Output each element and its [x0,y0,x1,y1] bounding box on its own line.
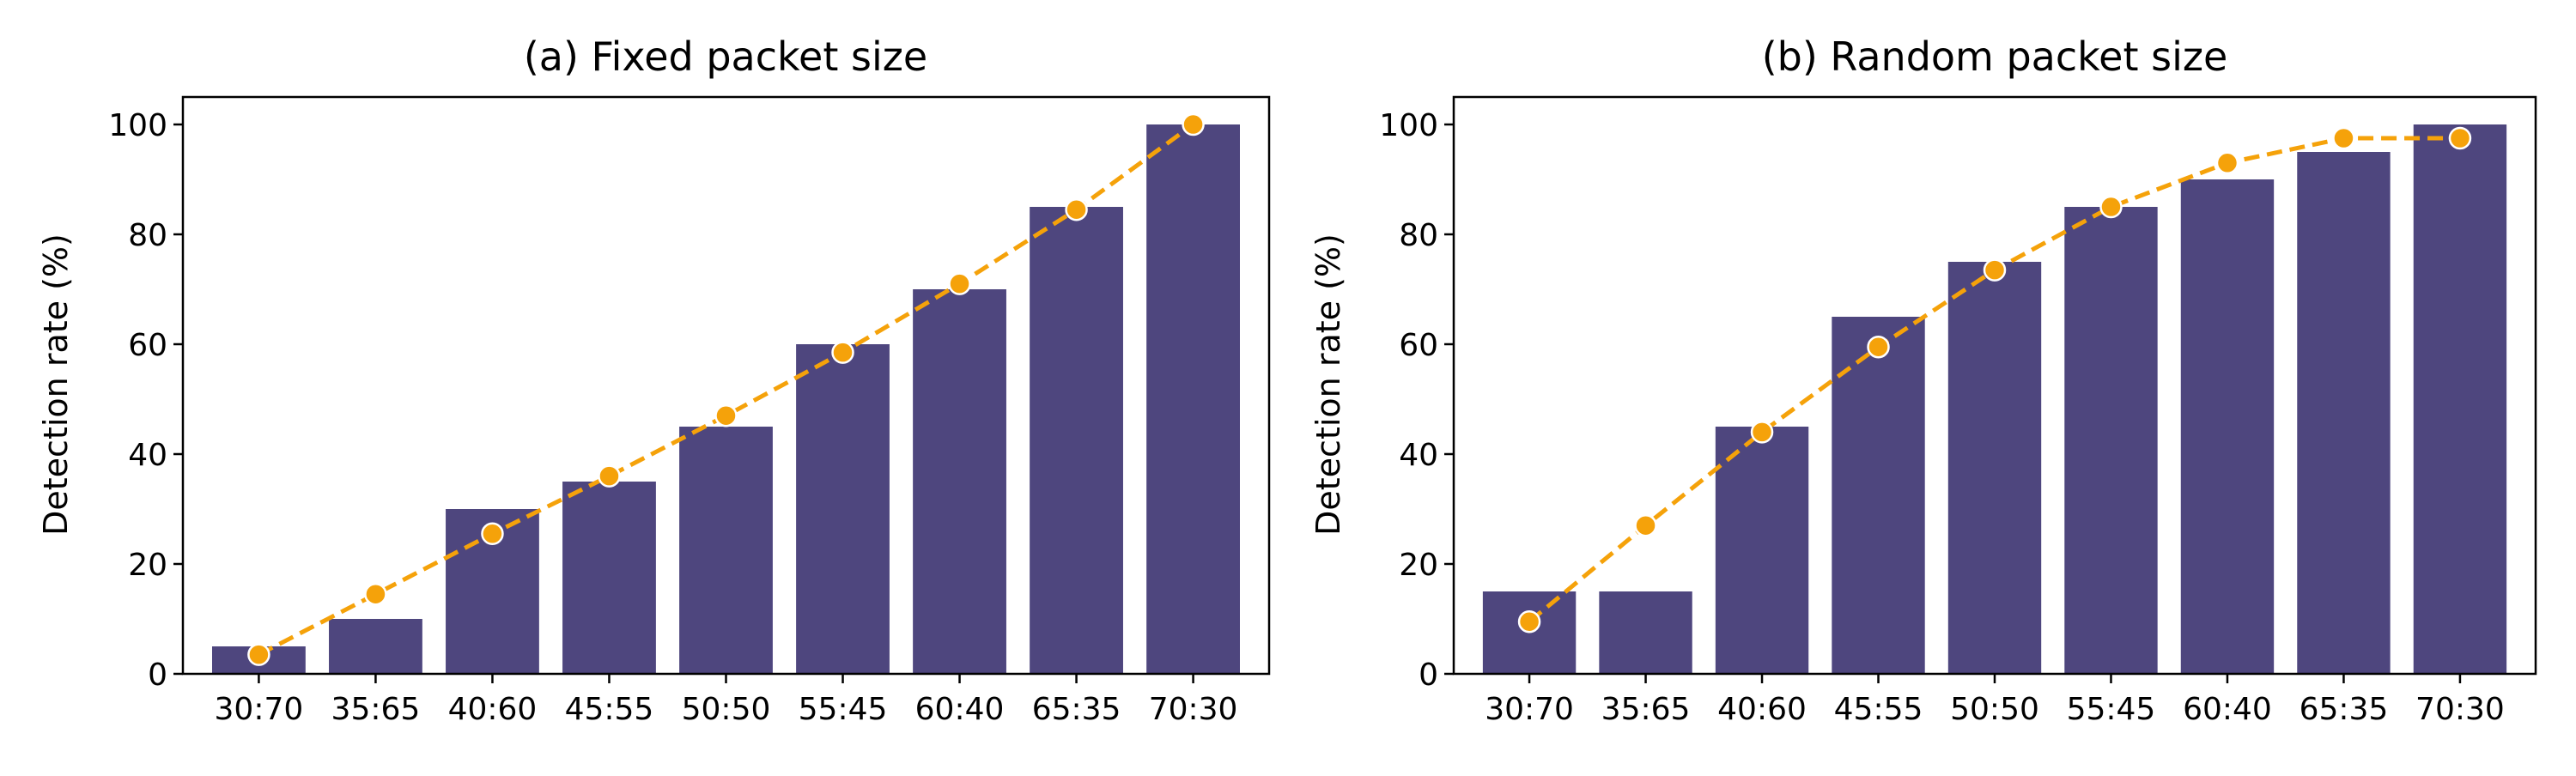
x-tick-label-b-6: 60:40 [2183,692,2272,727]
y-tick-label-b-4: 80 [1399,218,1438,253]
bar-a-6 [913,289,1006,674]
x-tick-label-b-8: 70:30 [2415,692,2505,727]
y-tick-label-b-2: 40 [1399,438,1438,473]
bar-a-3 [562,482,656,674]
chart-panel-a: (a) Fixed packet size Detection rate (%)… [37,33,1271,727]
x-tick-label-a-4: 50:50 [682,692,771,727]
x-tick-label-a-7: 65:35 [1032,692,1121,727]
bar-b-8 [2413,124,2507,674]
y-tick-label-a-4: 80 [128,218,167,253]
y-tick-label-b-0: 0 [1419,658,1438,693]
y-tick-label-a-3: 60 [128,328,167,363]
bar-b-3 [1832,317,1925,674]
x-tick-label-b-4: 50:50 [1950,692,2039,727]
trend-point-b-2 [1750,421,1774,444]
x-tick-label-b-5: 55:45 [2067,692,2156,727]
trend-point-a-2 [481,522,504,546]
y-tick-label-a-1: 20 [128,548,167,583]
y-tick-label-b-1: 20 [1399,548,1438,583]
trend-point-a-1 [364,582,387,606]
trend-point-a-4 [714,403,738,427]
y-tick-label-b-5: 100 [1379,108,1438,143]
bar-b-2 [1715,427,1809,674]
x-tick-label-a-0: 30:70 [215,692,304,727]
x-tick-label-b-0: 30:70 [1485,692,1574,727]
chart-panel-b: (b) Random packet size Detection rate (%… [1309,33,2537,727]
x-tick-label-b-1: 35:65 [1601,692,1691,727]
x-tick-label-a-5: 55:45 [799,692,888,727]
bar-a-4 [679,427,773,674]
bar-a-7 [1030,207,1123,674]
trend-point-a-6 [948,272,971,295]
trend-point-a-3 [598,464,621,488]
x-tick-label-b-3: 45:55 [1834,692,1923,727]
trend-point-b-6 [2215,151,2239,175]
x-tick-label-a-2: 40:60 [448,692,538,727]
chart-title-a: (a) Fixed packet size [524,33,927,80]
y-tick-label-a-0: 0 [148,658,167,693]
trend-point-b-5 [2099,195,2123,219]
trend-point-b-3 [1867,335,1890,359]
bar-b-5 [2064,207,2158,674]
bar-a-1 [329,619,422,674]
bar-a-8 [1146,124,1240,674]
trend-point-b-7 [2332,126,2355,150]
trend-point-a-8 [1182,112,1205,136]
y-axis-label-b: Detection rate (%) [1309,233,1347,536]
bar-b-7 [2297,152,2391,674]
x-tick-label-a-3: 45:55 [565,692,654,727]
y-tick-label-a-2: 40 [128,438,167,473]
trend-point-a-7 [1065,197,1088,221]
trend-point-b-0 [1517,609,1541,634]
x-tick-label-b-2: 40:60 [1717,692,1807,727]
bar-b-4 [1947,262,2042,674]
chart-title-b: (b) Random packet size [1762,33,2228,80]
trend-point-b-8 [2448,126,2472,150]
bar-b-1 [1599,591,1692,674]
x-tick-label-a-6: 60:40 [915,692,1005,727]
trend-point-a-0 [247,643,270,666]
trend-point-b-1 [1634,513,1657,537]
bar-a-5 [796,344,890,674]
x-tick-label-b-7: 65:35 [2300,692,2389,727]
trend-point-a-5 [831,341,854,364]
trend-point-b-4 [1983,258,2007,282]
y-axis-label-a: Detection rate (%) [37,233,75,536]
y-tick-label-b-3: 60 [1399,328,1438,363]
y-tick-label-a-5: 100 [108,108,167,143]
x-tick-label-a-8: 70:30 [1149,692,1238,727]
x-tick-label-a-1: 35:65 [331,692,421,727]
bar-b-6 [2180,179,2275,674]
